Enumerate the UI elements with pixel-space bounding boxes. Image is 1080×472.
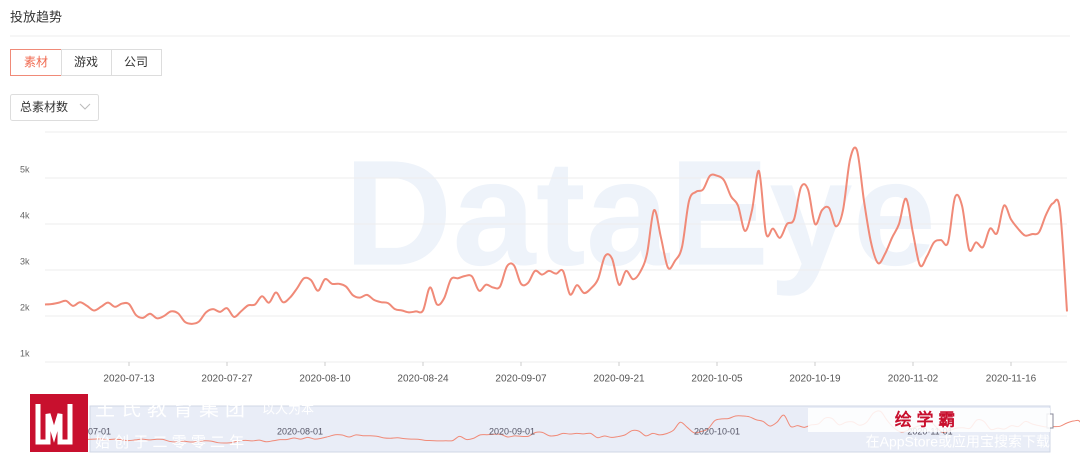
x-tick-label: 2020-11-02	[888, 374, 939, 385]
brand: 王氏教育集团	[95, 397, 251, 420]
series-line	[44, 146, 1068, 325]
logo-mark	[35, 404, 73, 445]
page-title: 投放趋势	[10, 9, 62, 24]
tab[interactable]	[61, 49, 112, 76]
app-box	[808, 408, 1050, 432]
slider-label: 2020-10-01	[694, 426, 740, 436]
slider-label: 07-01	[88, 426, 111, 436]
app-name: 绘 学 霸	[895, 409, 955, 429]
ad-overlay: 王氏教育集团 以人为本 始 创 于 二 零 零 二 年 绘 学 霸 在AppSt…	[30, 394, 1050, 452]
dropdown-label[interactable]: 总素材数	[20, 99, 68, 114]
dropdown-arrow	[79, 103, 91, 110]
slider-label: 2020-09-01	[489, 426, 535, 436]
x-tick-label: 2020-10-19	[789, 374, 841, 385]
x-tick-label: 2020-09-07	[495, 374, 547, 385]
tab-label[interactable]: 素材	[24, 55, 48, 69]
x-tick-label: 2020-09-21	[593, 374, 645, 385]
download-hint: 在AppStore或应用宝搜索下载	[866, 434, 1050, 450]
y-tick-label: 1k	[20, 348, 30, 358]
motto: 以人为本	[262, 401, 314, 416]
x-tick-label: 2020-08-10	[299, 374, 351, 385]
y-tick-label: 2k	[20, 302, 30, 312]
tab-label[interactable]: 游戏	[74, 55, 98, 69]
tab-label[interactable]: 公司	[124, 55, 148, 69]
y-tick-label: 4k	[20, 210, 30, 220]
x-tick-label: 2020-11-16	[986, 374, 1037, 385]
x-tick-label: 2020-07-27	[201, 374, 253, 385]
y-tick-label: 3k	[20, 256, 30, 266]
tab[interactable]	[111, 49, 162, 76]
x-tick-label: 2020-08-24	[397, 374, 449, 385]
plot: 1k 2k 3k 4k 5k 2020-07-13 2020-07-27 2020-08-10…	[20, 131, 1068, 385]
dropdown[interactable]	[10, 94, 99, 121]
x-tick-label: 2020-07-13	[103, 374, 155, 385]
since: 始 创 于 二 零 零 二 年	[95, 434, 244, 451]
x-tick-label: 2020-10-05	[691, 374, 743, 385]
slider-label: 2020-08-01	[277, 426, 323, 436]
y-tick-label: 5k	[20, 164, 30, 174]
watermark: DataEye	[344, 129, 936, 297]
